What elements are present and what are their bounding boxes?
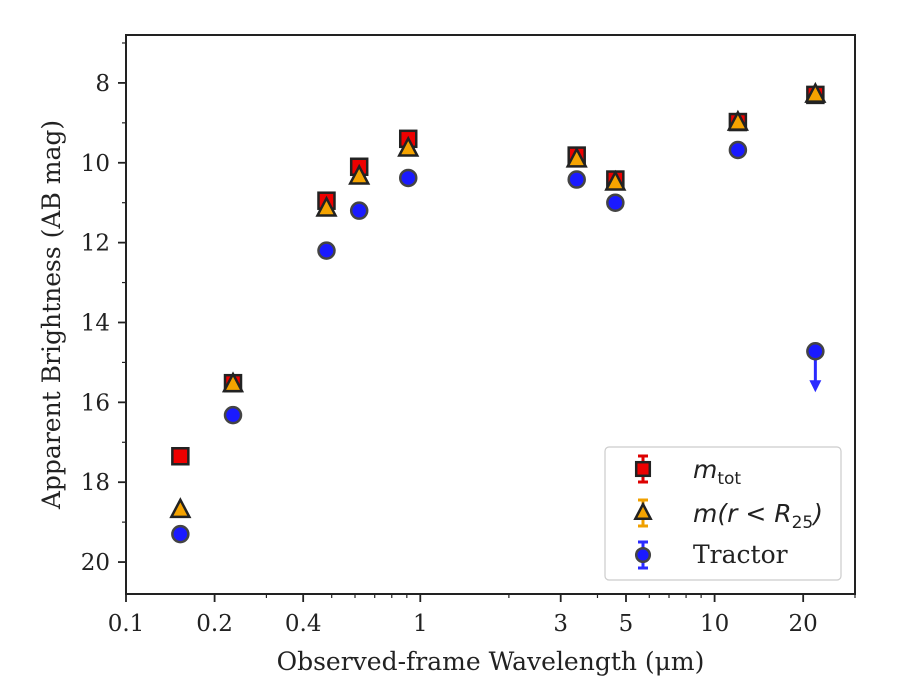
data-point — [315, 195, 338, 217]
circle-marker — [634, 546, 652, 564]
triangle-marker — [221, 371, 245, 393]
legend-entry: m(r < R25) — [633, 498, 823, 533]
x-tick-label: 20 — [789, 611, 818, 637]
data-point — [397, 135, 420, 157]
y-tick-label: 12 — [81, 231, 110, 257]
x-tick-label: 10 — [700, 611, 729, 637]
legend-label: m(r < R25) — [693, 499, 823, 533]
data-point — [221, 371, 245, 393]
data-point — [223, 405, 243, 425]
legend-label: mtot — [693, 455, 741, 489]
square-marker — [634, 460, 652, 478]
data-point — [726, 109, 749, 131]
x-tick-label: 0.2 — [196, 611, 233, 637]
triangle-marker — [726, 109, 749, 131]
triangle-marker — [348, 163, 371, 185]
data-point — [606, 193, 625, 212]
data-point — [317, 241, 336, 260]
x-tick-label: 5 — [619, 611, 634, 637]
y-tick-label: 8 — [95, 71, 110, 97]
circle-marker — [606, 193, 625, 212]
y-tick-label: 16 — [81, 390, 110, 416]
series-tractor — [171, 140, 825, 544]
data-point — [728, 140, 748, 160]
y-tick-label: 14 — [81, 310, 110, 336]
data-point — [604, 169, 627, 191]
data-point — [171, 446, 190, 466]
y-tick-label: 10 — [81, 151, 110, 177]
legend-entry: Tractor — [634, 540, 788, 570]
data-point — [348, 163, 371, 185]
y-tick-label: 20 — [81, 550, 110, 576]
circle-marker — [567, 170, 586, 189]
circle-marker — [171, 524, 190, 544]
legend: mtot m(r < R25) Tractor — [604, 446, 842, 581]
x-tick-label: 3 — [553, 611, 568, 637]
triangle-marker — [604, 169, 627, 191]
legend-box — [604, 446, 842, 581]
triangle-marker — [315, 195, 338, 217]
circle-marker — [349, 201, 369, 220]
upper-limit-arrowhead — [809, 380, 822, 393]
x-tick-label: 1 — [413, 611, 428, 637]
plot-frame — [125, 34, 856, 595]
y-tick-label: 18 — [81, 470, 110, 496]
x-tick-label: 0.1 — [108, 611, 145, 637]
data-point — [169, 497, 192, 519]
legend-entry: mtot — [634, 454, 741, 489]
data-point — [567, 170, 586, 189]
data-point — [565, 146, 588, 168]
square-marker — [171, 446, 190, 466]
circle-marker — [398, 168, 418, 188]
data-point — [349, 201, 369, 220]
data-point — [398, 168, 418, 188]
triangle-marker — [565, 146, 588, 168]
circle-marker — [806, 341, 825, 361]
circle-marker — [223, 405, 243, 425]
plot-area — [169, 81, 827, 544]
y-axis-label: Apparent Brightness (AB mag) — [37, 120, 66, 510]
x-axis-label: Observed-frame Wavelength (μm) — [277, 647, 705, 676]
triangle-marker — [397, 135, 420, 157]
series-m-tot — [171, 85, 825, 466]
data-point — [806, 341, 825, 393]
circle-marker — [317, 241, 336, 260]
series-m-r25 — [169, 81, 827, 519]
data-point — [804, 81, 827, 103]
x-tick-label: 0.4 — [285, 611, 322, 637]
data-point — [171, 524, 190, 544]
legend-label: Tractor — [693, 540, 788, 569]
axes: 8 10 12 14 16 18 20 0.1 0.2 0.4 1 3 5 10 20 — [81, 42, 856, 637]
triangle-marker — [804, 81, 827, 103]
triangle-marker — [169, 497, 192, 519]
triangle-marker — [633, 501, 653, 520]
circle-marker — [728, 140, 748, 160]
